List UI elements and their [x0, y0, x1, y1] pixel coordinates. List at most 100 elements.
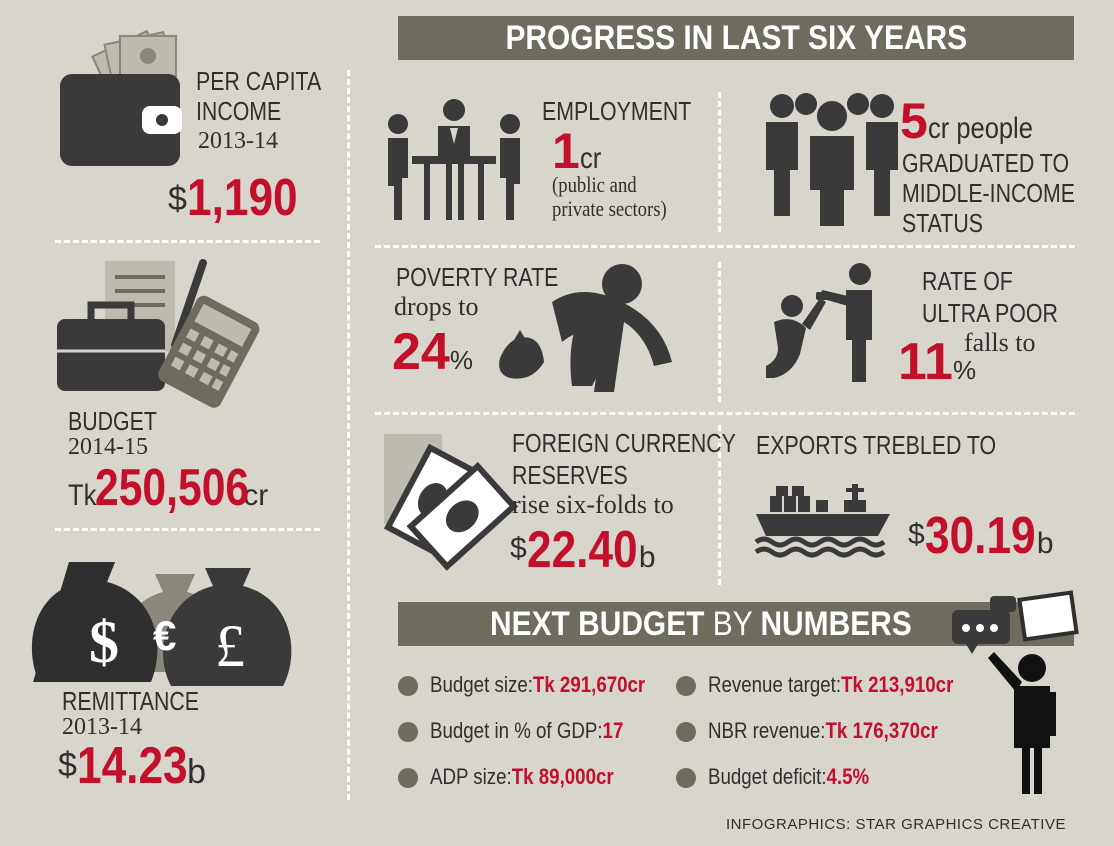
exports-value: 30.19: [924, 507, 1036, 565]
budget-item: Budget size:Tk 291,670cr: [430, 672, 645, 698]
poverty-label: POVERTY RATE: [396, 262, 559, 292]
divider: [375, 412, 1075, 415]
divider: [55, 240, 320, 243]
budget-item-value: Tk 176,370cr: [825, 718, 938, 743]
progress-header: PROGRESS IN LAST SIX YEARS: [398, 16, 1074, 60]
remittance-year: 2013-14: [62, 714, 142, 740]
ultra-poor-unit: %: [952, 355, 977, 385]
budget-item-label: Revenue target:: [708, 672, 842, 697]
budget-item-label: Budget deficit:: [708, 764, 827, 789]
people-group-icon: [766, 93, 898, 226]
exports-currency: $: [908, 518, 925, 551]
divider: [347, 70, 350, 800]
employment-note-2: private sectors): [552, 196, 667, 221]
per-capita-label-2: INCOME: [196, 96, 282, 126]
banknotes-icon: [383, 434, 519, 571]
divider: [718, 262, 721, 402]
poverty-unit: %: [449, 345, 473, 375]
ultra-poor-value: 11: [898, 333, 953, 391]
reserves-sub: rise six-folds to: [512, 490, 674, 519]
budget-item-label: NBR revenue:: [708, 718, 826, 743]
next-budget-title-b: BY: [704, 605, 761, 643]
ultra-poor-line-1: RATE OF: [922, 266, 1013, 296]
presenter-icon: [952, 590, 1079, 794]
reserves-line-1: FOREIGN CURRENCY: [512, 428, 736, 458]
ultra-poor-line-2: ULTRA POOR: [922, 298, 1058, 328]
next-budget-title-a: NEXT BUDGET: [490, 605, 705, 643]
per-capita-currency: $: [168, 180, 187, 218]
per-capita-amount: $1,190: [168, 168, 317, 228]
bullet-dot: [676, 722, 696, 742]
budget-value: 250,506: [95, 459, 250, 517]
budget-year: 2014-15: [68, 434, 148, 460]
employment-value: 1: [552, 123, 580, 179]
divider: [55, 528, 320, 531]
poverty-value: 24: [392, 323, 450, 381]
svg-text:£: £: [215, 613, 245, 679]
middle-income-amount: 5cr people: [900, 92, 1051, 150]
next-budget-header: NEXT BUDGET BY NUMBERS: [398, 602, 1074, 646]
cargo-ship-icon: [754, 484, 890, 558]
remittance-label: REMITTANCE: [62, 686, 200, 716]
meeting-icon: [388, 99, 520, 220]
remittance-amount: $14.23b: [58, 736, 206, 796]
middle-income-unit: cr people: [927, 112, 1033, 145]
budget-item-value: 17: [602, 718, 624, 743]
money-bags-icon: $ € £: [31, 562, 292, 686]
svg-text:$: $: [89, 609, 119, 675]
budget-item-value: Tk 89,000cr: [511, 764, 614, 789]
budget-label: BUDGET: [68, 406, 157, 436]
bullet-dot: [676, 768, 696, 788]
budget-item: Budget in % of GDP:17: [430, 718, 623, 744]
budget-item: NBR revenue:Tk 176,370cr: [708, 718, 938, 744]
middle-income-line-3: STATUS: [902, 208, 983, 238]
employment-unit: cr: [579, 142, 602, 175]
budget-item-value: 4.5%: [826, 764, 870, 789]
exports-unit: b: [1036, 527, 1054, 560]
budget-unit: cr: [243, 479, 269, 512]
budget-prefix: Tk: [68, 479, 97, 512]
per-capita-year: 2013-14: [198, 128, 278, 154]
budget-item-label: ADP size:: [430, 764, 512, 789]
budget-item: ADP size:Tk 89,000cr: [430, 764, 614, 790]
employment-note-1: (public and: [552, 172, 637, 197]
exports-amount: $30.19b: [908, 506, 1054, 566]
bullet-dot: [398, 676, 418, 696]
per-capita-label: PER CAPITA: [196, 66, 322, 96]
reserves-currency: $: [510, 532, 527, 565]
progress-title: PROGRESS IN LAST SIX YEARS: [505, 19, 967, 57]
bullet-dot: [676, 676, 696, 696]
poverty-amount: 24%: [392, 322, 473, 382]
remittance-currency: $: [58, 746, 77, 784]
briefcase-icon: [57, 259, 260, 408]
employment-amount: 1cr: [552, 122, 605, 180]
middle-income-value: 5: [900, 93, 928, 149]
remittance-value: 14.23: [76, 737, 188, 795]
next-budget-title: NEXT BUDGET BY NUMBERS: [490, 602, 912, 646]
middle-income-line-2: MIDDLE-INCOME: [902, 178, 1075, 208]
divider: [718, 425, 721, 585]
reserves-unit: b: [638, 541, 656, 574]
charity-icon: [766, 263, 872, 382]
middle-income-line-1: GRADUATED TO: [902, 148, 1070, 178]
poverty-sub: drops to: [394, 292, 479, 321]
next-budget-title-c: NUMBERS: [760, 605, 912, 643]
bullet-dot: [398, 722, 418, 742]
employment-label: EMPLOYMENT: [542, 96, 692, 126]
bullet-dot: [398, 768, 418, 788]
poverty-person-icon: [499, 264, 672, 392]
budget-item: Budget deficit:4.5%: [708, 764, 869, 790]
ultra-poor-sub: falls to: [964, 328, 1036, 357]
budget-item: Revenue target:Tk 213,910cr: [708, 672, 953, 698]
svg-text:€: €: [153, 612, 176, 659]
ultra-poor-amount: 11%: [898, 332, 976, 392]
reserves-value: 22.40: [526, 521, 638, 579]
budget-amount: Tk250,506cr: [68, 458, 268, 518]
divider: [375, 245, 1075, 248]
budget-item-label: Budget in % of GDP:: [430, 718, 603, 743]
reserves-line-2: RESERVES: [512, 460, 628, 490]
budget-item-value: Tk 291,670cr: [532, 672, 646, 697]
budget-item-label: Budget size:: [430, 672, 533, 697]
divider: [718, 92, 721, 232]
